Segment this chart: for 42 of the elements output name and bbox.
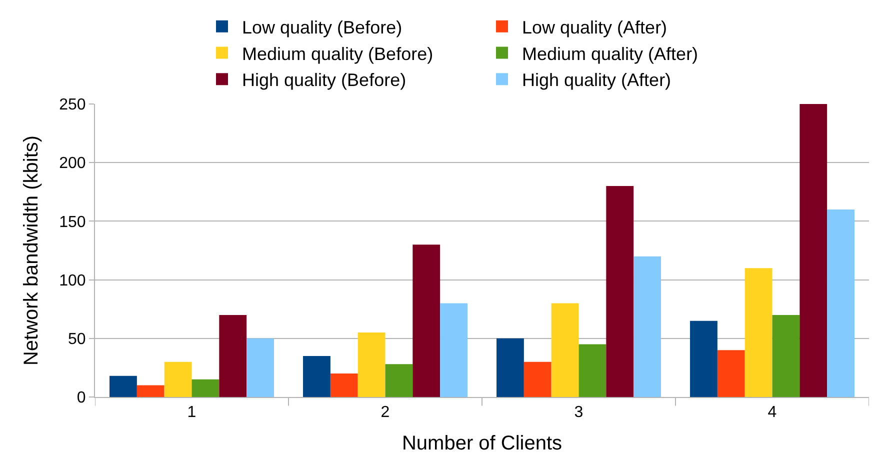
bar <box>717 350 745 397</box>
x-tick-label: 4 <box>768 404 777 422</box>
bar <box>164 362 192 397</box>
bar <box>634 256 661 397</box>
bar <box>690 320 718 397</box>
bar <box>827 209 854 397</box>
bar <box>192 379 220 397</box>
legend-label: Medium quality (After) <box>522 44 698 64</box>
bar <box>330 374 358 397</box>
bar <box>110 376 137 397</box>
bar <box>440 303 468 397</box>
bar <box>524 362 552 397</box>
bar <box>551 303 579 397</box>
bar <box>606 186 634 397</box>
bar <box>744 268 772 397</box>
bar <box>385 364 413 397</box>
y-tick-label: 250 <box>59 96 86 114</box>
legend-label: Low quality (After) <box>522 17 668 38</box>
bar <box>578 344 606 397</box>
x-tick-label: 2 <box>380 404 390 422</box>
bar <box>136 385 164 397</box>
bar <box>496 338 524 397</box>
y-tick-label: 50 <box>68 331 86 348</box>
legend-label: Medium quality (Before) <box>242 44 434 64</box>
x-tick-label: 1 <box>187 404 196 422</box>
bar <box>358 332 386 397</box>
y-tick-label: 150 <box>59 214 86 231</box>
bar <box>246 338 274 397</box>
y-tick-label: 0 <box>76 390 86 407</box>
bar <box>800 104 828 397</box>
x-axis-title: Number of Clients <box>402 432 562 455</box>
y-tick-label: 200 <box>59 155 86 172</box>
bar <box>772 314 800 397</box>
legend-label: High quality (Before) <box>242 70 406 90</box>
y-axis-title: Network bandwidth (kbits) <box>20 135 43 366</box>
bar <box>412 244 440 397</box>
y-tick-label: 100 <box>59 272 86 290</box>
legend-label: High quality (After) <box>522 70 672 90</box>
bar <box>303 356 330 397</box>
legend-label: Low quality (Before) <box>242 17 402 38</box>
bar <box>219 314 247 397</box>
x-tick-label: 3 <box>574 404 584 422</box>
